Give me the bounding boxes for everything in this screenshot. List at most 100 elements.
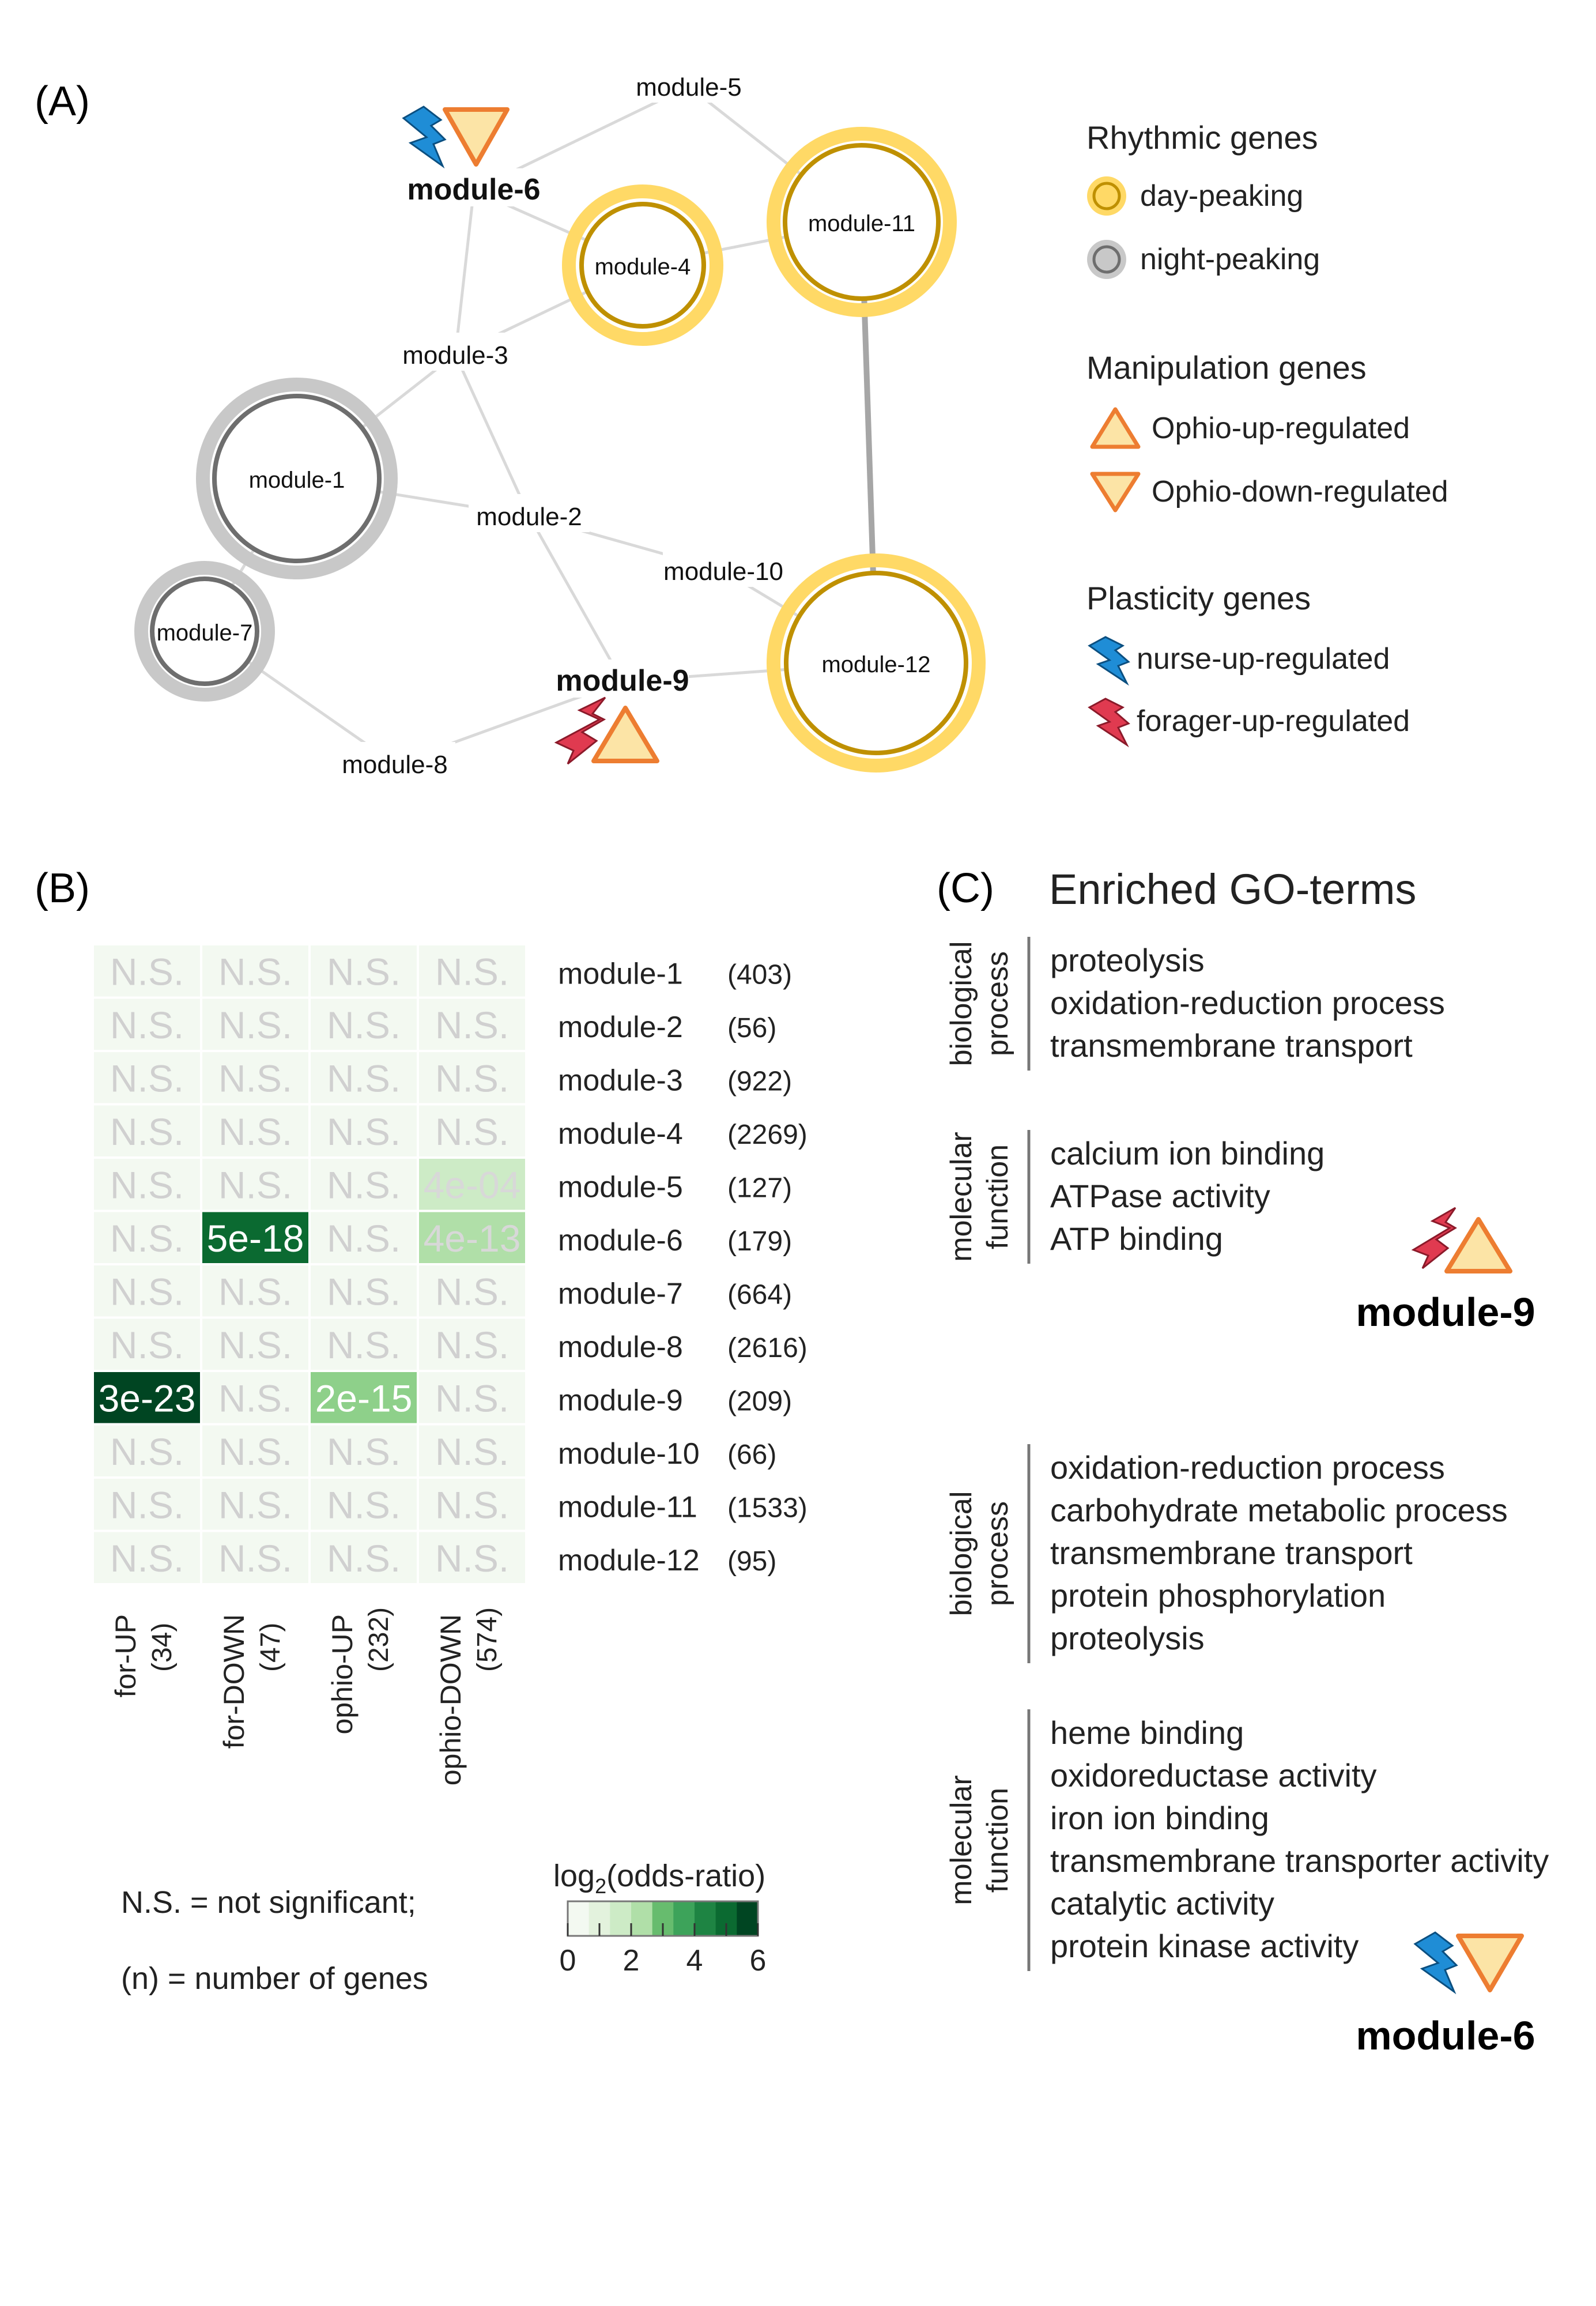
go-term: catalytic activity xyxy=(1050,1885,1274,1921)
go-term: heme binding xyxy=(1050,1715,1244,1751)
heatmap-cell-module-2-for-UP xyxy=(94,998,200,1050)
day-peaking-icon-inner xyxy=(1092,182,1121,210)
heatmap-row-count: (403) xyxy=(727,959,792,990)
heatmap-cell-label: N.S. xyxy=(218,1324,292,1366)
legend-nurse-up: nurse-up-regulated xyxy=(1137,642,1390,676)
heatmap-cell-module-3-ophio-UP xyxy=(311,1052,417,1103)
ophio-down-legend-icon xyxy=(1090,472,1141,513)
heatmap-cell-label: N.S. xyxy=(435,1430,509,1473)
heatmap-cell-module-7-ophio-DOWN xyxy=(419,1265,525,1317)
heatmap-cell-label: N.S. xyxy=(435,1110,509,1153)
heatmap-cell-module-4-ophio-UP xyxy=(311,1105,417,1156)
module-2-node-label: module-2 xyxy=(476,503,582,531)
colorbar-step xyxy=(568,1901,590,1936)
colorbar-title: log2(odds-ratio) xyxy=(553,1859,765,1898)
heatmap-cell-label: N.S. xyxy=(435,1377,509,1419)
go-category-label: function xyxy=(981,1788,1014,1893)
heatmap-cell-label: N.S. xyxy=(110,1270,184,1313)
module-6-node-label: module-6 xyxy=(407,173,540,206)
heatmap-row-count: (2616) xyxy=(727,1333,808,1363)
heatmap-row-count: (95) xyxy=(727,1546,776,1577)
heatmap-cell-module-11-ophio-UP xyxy=(311,1479,417,1530)
module-12-inner-ring xyxy=(784,571,968,755)
heatmap-row-label: module-9 xyxy=(558,1384,683,1417)
ophio-down-triangle-icon xyxy=(443,107,510,167)
colorbar-tick-label: 4 xyxy=(686,1944,703,1977)
ophio-up-triangle-icon xyxy=(591,706,659,763)
heatmap-cell-module-1-ophio-UP xyxy=(311,945,417,997)
heatmap-row-label: module-11 xyxy=(558,1490,697,1524)
heatmap-cell-module-1-for-UP xyxy=(94,945,200,997)
nurse-up-bolt-icon xyxy=(402,105,447,169)
heatmap-cell-label: N.S. xyxy=(327,1004,401,1046)
heatmap-cell-module-1-for-DOWN xyxy=(202,945,308,997)
module-9-node-label: module-9 xyxy=(556,664,689,698)
heatmap-cell-label: N.S. xyxy=(327,1110,401,1153)
heatmap-cell-label: N.S. xyxy=(110,1430,184,1473)
go-term: ATP binding xyxy=(1050,1220,1223,1257)
heatmap-cell-module-10-ophio-UP xyxy=(311,1425,417,1476)
heatmap-cell-module-8-ophio-UP xyxy=(311,1318,417,1370)
heatmap-cell-module-6-ophio-DOWN xyxy=(419,1212,525,1263)
heatmap-cell-label: N.S. xyxy=(110,1483,184,1526)
heatmap-column-count: (47) xyxy=(255,1623,286,1672)
heatmap-cell-label: 3e-23 xyxy=(99,1377,196,1419)
go-term: transmembrane transport xyxy=(1050,1027,1413,1064)
ophio-up-triangle-icon xyxy=(1444,1217,1512,1273)
module-10-label-bg xyxy=(663,549,784,587)
ophio-down-triangle-icon xyxy=(1456,1934,1524,1992)
forager-up-legend-icon xyxy=(1088,698,1130,748)
heatmap-row-label: module-10 xyxy=(558,1437,700,1471)
colorbar-step xyxy=(673,1901,695,1936)
heatmap-row-count: (922) xyxy=(727,1066,792,1097)
go-term: proteolysis xyxy=(1050,1620,1205,1656)
module-6-label-bg xyxy=(408,168,540,206)
panel-label-b: (B) xyxy=(35,865,90,911)
go-term: iron ion binding xyxy=(1050,1800,1269,1836)
heatmap-cell-module-9-ophio-DOWN xyxy=(419,1372,525,1423)
go-term: protein kinase activity xyxy=(1050,1928,1359,1964)
heatmap-cell-module-9-for-DOWN xyxy=(202,1372,308,1423)
legend-a: Rhythmic genes day-peaking night-peaking… xyxy=(1086,119,1448,748)
heatmap-cell-label: N.S. xyxy=(110,950,184,993)
heatmap-cell-label: N.S. xyxy=(218,1270,292,1313)
go-term: oxidoreductase activity xyxy=(1050,1757,1377,1793)
heatmap-cell-module-7-ophio-UP xyxy=(311,1265,417,1317)
heatmap-row-label: module-6 xyxy=(558,1224,683,1257)
go-module-6-markers xyxy=(1413,1931,1524,1995)
colorbar-step xyxy=(737,1901,759,1936)
go-category-label: process xyxy=(981,951,1014,1056)
forager-up-bolt-icon xyxy=(1411,1207,1457,1269)
go-term: oxidation-reduction process xyxy=(1050,985,1445,1021)
heatmap-cell-module-5-ophio-DOWN xyxy=(419,1159,525,1210)
go-blocks: biological process proteolysisoxidation-re… xyxy=(945,937,1549,1971)
heatmap-cell-label: N.S. xyxy=(218,1004,292,1046)
heatmap-row-label: module-5 xyxy=(558,1170,683,1204)
colorbar-ticks: 0 2 4 6 xyxy=(560,1923,766,1977)
panel-label-a: (A) xyxy=(35,78,90,125)
heatmap-cell-module-5-ophio-UP xyxy=(311,1159,417,1210)
nurse-up-bolt-icon xyxy=(1413,1931,1458,1995)
heatmap-cell-module-12-for-DOWN xyxy=(202,1532,308,1583)
go-term: oxidation-reduction process xyxy=(1050,1449,1445,1486)
heatmap-cell-label: N.S. xyxy=(110,1537,184,1580)
heatmap-cell-module-2-ophio-DOWN xyxy=(419,998,525,1050)
note-ns: N.S. = not significant; xyxy=(121,1885,416,1920)
heatmap-cell-module-6-for-DOWN xyxy=(202,1212,308,1263)
module-11-outer-ring xyxy=(767,127,957,317)
heatmap-cell-module-4-for-UP xyxy=(94,1105,200,1156)
heatmap-cell-module-11-ophio-DOWN xyxy=(419,1479,525,1530)
heatmap-cell-module-12-ophio-UP xyxy=(311,1532,417,1583)
heatmap-cell-module-4-ophio-DOWN xyxy=(419,1105,525,1156)
heatmap-row-label: module-8 xyxy=(558,1331,683,1364)
heatmap-cell-module-11-for-DOWN xyxy=(202,1479,308,1530)
heatmap-cell-label: 2e-15 xyxy=(315,1377,413,1419)
module-1-inner-ring xyxy=(212,394,382,563)
heatmap-row-count: (66) xyxy=(727,1440,776,1470)
heatmap-cell-label: N.S. xyxy=(110,1110,184,1153)
heatmap-column-label: for-UP xyxy=(110,1614,142,1697)
go-term: protein phosphorylation xyxy=(1050,1577,1386,1614)
ophio-up-legend-icon xyxy=(1090,407,1141,449)
heatmap-cell-module-6-for-UP xyxy=(94,1212,200,1263)
legend-night: night-peaking xyxy=(1140,243,1320,276)
